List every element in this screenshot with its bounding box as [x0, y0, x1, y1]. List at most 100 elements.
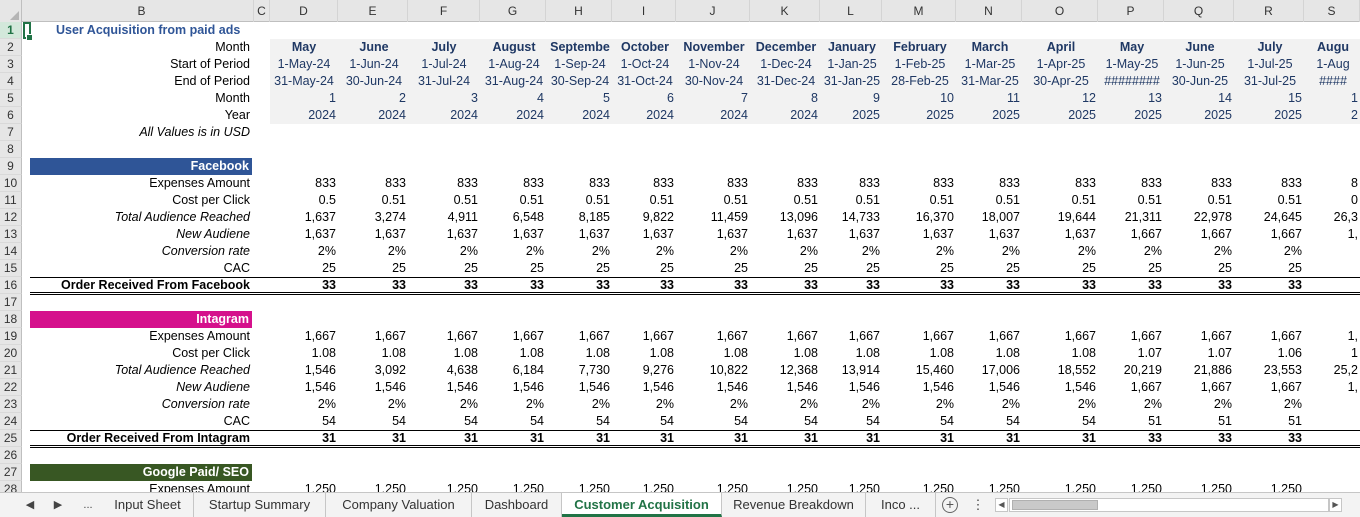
data-cell[interactable]: 1,: [1347, 380, 1358, 394]
data-cell[interactable]: 1,250: [374, 482, 406, 492]
data-cell[interactable]: 15,460: [915, 363, 954, 377]
header-end-dates-cell[interactable]: 30-Jun-25: [1171, 74, 1229, 88]
data-cell[interactable]: 8,185: [578, 210, 610, 224]
sheet-tab-dashboard[interactable]: Dashboard: [472, 493, 562, 517]
data-cell[interactable]: 54: [866, 414, 880, 428]
data-cell[interactable]: 1,: [1347, 227, 1358, 241]
row-header-12[interactable]: 12: [0, 209, 22, 226]
add-sheet-icon[interactable]: +: [942, 497, 958, 513]
data-cell[interactable]: 2%: [799, 397, 818, 411]
data-cell[interactable]: 25: [866, 261, 880, 275]
data-cell[interactable]: 0.51: [649, 193, 674, 207]
data-cell[interactable]: 1,546: [304, 380, 336, 394]
sheet-tab-revenue-breakdown[interactable]: Revenue Breakdown: [722, 493, 866, 517]
data-cell[interactable]: 1.08: [995, 346, 1020, 360]
data-cell[interactable]: 833: [797, 176, 818, 190]
row-label[interactable]: Cost per Click: [172, 346, 250, 360]
tab-options-icon[interactable]: ⋮: [971, 497, 985, 512]
header-end-dates-cell[interactable]: 31-Dec-24: [756, 74, 816, 88]
data-cell[interactable]: 25: [940, 261, 954, 275]
row-label[interactable]: Total Audience Reached: [114, 363, 250, 377]
row-header-13[interactable]: 13: [0, 226, 22, 243]
data-cell[interactable]: [1306, 260, 1360, 277]
data-cell[interactable]: 54: [940, 414, 954, 428]
header-start-dates-cell[interactable]: 1-Jun-24: [349, 57, 399, 71]
label-start-of-period[interactable]: Start of Period: [170, 57, 250, 71]
row-header-10[interactable]: 10: [0, 175, 22, 192]
data-cell[interactable]: 1,250: [848, 482, 880, 492]
header-month-numbers-cell[interactable]: 9: [873, 91, 880, 105]
data-cell[interactable]: 33: [1148, 431, 1162, 445]
data-cell[interactable]: [1306, 396, 1360, 413]
data-cell[interactable]: 12,368: [779, 363, 818, 377]
row-label[interactable]: New Audiene: [176, 227, 250, 241]
data-cell[interactable]: 2%: [1213, 397, 1232, 411]
data-cell[interactable]: 1,546: [848, 380, 880, 394]
data-cell[interactable]: 2%: [729, 397, 748, 411]
data-cell[interactable]: 2%: [525, 397, 544, 411]
data-cell[interactable]: 0.51: [519, 193, 544, 207]
data-cell[interactable]: 18,552: [1057, 363, 1096, 377]
horizontal-scrollbar[interactable]: [1009, 498, 1329, 512]
column-header-o[interactable]: O: [1022, 0, 1098, 22]
header-years-cell[interactable]: 2024: [378, 108, 406, 122]
data-cell[interactable]: 833: [999, 176, 1020, 190]
data-cell[interactable]: 1,637: [988, 227, 1020, 241]
data-cell[interactable]: 54: [530, 414, 544, 428]
data-cell[interactable]: 1.08: [929, 346, 954, 360]
header-end-dates-cell[interactable]: 30-Jun-24: [345, 74, 403, 88]
label-end-of-period[interactable]: End of Period: [174, 74, 250, 88]
data-cell[interactable]: 1,250: [446, 482, 478, 492]
column-header-d[interactable]: D: [270, 0, 338, 22]
row-label[interactable]: New Audiene: [176, 380, 250, 394]
row-label[interactable]: Cost per Click: [172, 193, 250, 207]
row-header-2[interactable]: 2: [0, 39, 22, 56]
row-header-19[interactable]: 19: [0, 328, 22, 345]
data-cell[interactable]: 1,667: [374, 329, 406, 343]
header-start-dates-cell[interactable]: 1-Sep-24: [554, 57, 606, 71]
data-cell[interactable]: 1,250: [512, 482, 544, 492]
row-label[interactable]: Total Audience Reached: [114, 210, 250, 224]
data-cell[interactable]: 833: [1075, 176, 1096, 190]
data-cell[interactable]: 25: [322, 261, 336, 275]
data-cell[interactable]: 2%: [459, 244, 478, 258]
select-all-corner[interactable]: [0, 0, 22, 22]
data-cell[interactable]: 0.51: [585, 193, 610, 207]
header-months-cell[interactable]: May: [291, 40, 317, 54]
data-cell[interactable]: 833: [457, 176, 478, 190]
data-cell[interactable]: 1,546: [1064, 380, 1096, 394]
data-cell[interactable]: 2%: [1077, 397, 1096, 411]
data-cell[interactable]: 1,250: [578, 482, 610, 492]
header-end-dates-cell[interactable]: 31-Jan-25: [823, 74, 881, 88]
data-cell[interactable]: 25: [734, 261, 748, 275]
data-cell[interactable]: 1,637: [786, 227, 818, 241]
data-cell[interactable]: 51: [1148, 414, 1162, 428]
data-cell[interactable]: 54: [464, 414, 478, 428]
data-cell[interactable]: 54: [804, 414, 818, 428]
header-years-cell[interactable]: 2024: [646, 108, 674, 122]
label-year[interactable]: Year: [224, 108, 250, 122]
header-start-dates-cell[interactable]: 1-Nov-24: [688, 57, 740, 71]
column-header-q[interactable]: Q: [1164, 0, 1234, 22]
data-cell[interactable]: 33: [660, 278, 674, 292]
data-cell[interactable]: 0.51: [1071, 193, 1096, 207]
data-cell[interactable]: 17,006: [981, 363, 1020, 377]
data-cell[interactable]: 54: [392, 414, 406, 428]
data-cell[interactable]: 33: [1082, 278, 1096, 292]
row-header-14[interactable]: 14: [0, 243, 22, 260]
data-cell[interactable]: 0.51: [1277, 193, 1302, 207]
data-cell[interactable]: 2%: [655, 244, 674, 258]
header-month-numbers-cell[interactable]: 3: [471, 91, 478, 105]
header-months-cell[interactable]: August: [492, 40, 536, 54]
header-end-dates-cell[interactable]: 31-Jul-24: [417, 74, 471, 88]
data-cell[interactable]: 1,667: [1130, 329, 1162, 343]
data-cell[interactable]: 1,546: [304, 363, 336, 377]
header-years-cell[interactable]: 2024: [720, 108, 748, 122]
header-months-cell[interactable]: July: [1257, 40, 1283, 54]
data-cell[interactable]: [1306, 413, 1360, 430]
row-header-9[interactable]: 9: [0, 158, 22, 175]
data-cell[interactable]: 2%: [1283, 244, 1302, 258]
data-cell[interactable]: 9,822: [642, 210, 674, 224]
header-years-cell[interactable]: 2024: [790, 108, 818, 122]
data-cell[interactable]: 25: [392, 261, 406, 275]
